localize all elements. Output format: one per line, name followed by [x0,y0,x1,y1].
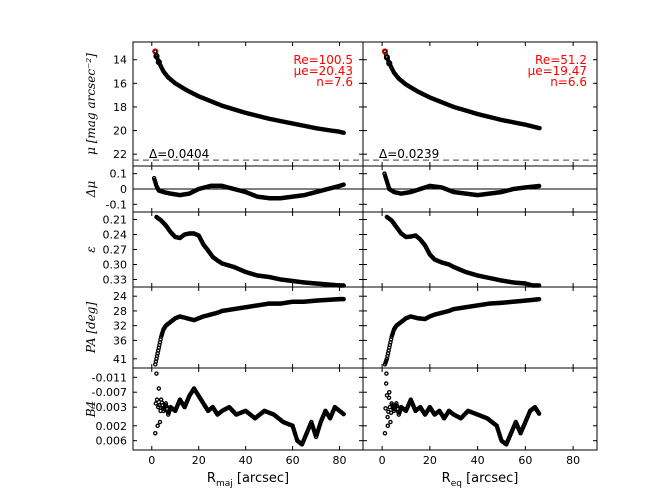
x-axis-label: Req [arcsec] [442,471,519,489]
panel-eps-right [362,211,598,288]
fit-parameter: n=6.6 [550,75,587,89]
panel-dmu-left: -0.1 0 0.1 [106,165,364,213]
x-tick-label: 0 [148,454,155,467]
profile-markers [153,371,346,447]
y-tick-label: 22 [113,148,127,161]
x-tick-label: 20 [192,454,206,467]
panel-frame [362,286,598,369]
x-tick-label: 40 [471,454,485,467]
y-tick-label: 14 [113,54,127,67]
y-tick-label: 0.24 [103,229,128,242]
y-axis-label-eps: ε [84,246,98,252]
y-axis-label-mu: μ [mag arcsec⁻²] [84,53,98,155]
y-tick-label: 0.21 [103,214,128,227]
y-axis-label-dmu: Δμ [84,181,98,199]
fit-parameter: μe=19.47 [528,64,587,78]
y-tick-label: 32 [113,320,127,333]
y-tick-label: 0.33 [103,274,128,287]
y-tick-label: -0.007 [92,386,127,399]
x-tick-label: 0 [379,454,386,467]
rms-delta-label: Δ=0.0239 [379,147,439,161]
panel-mu-right: Re=51.2μe=19.47n=6.6 Δ=0.0239 [362,41,598,167]
profile-markers [382,297,542,367]
inner-point [153,53,160,60]
fit-parameter: Re=100.5 [293,53,353,67]
y-tick-label: 0.002 [96,420,128,433]
profile-markers [153,49,346,135]
y-tick-label: -0.011 [92,371,127,384]
profile-markers [382,371,542,447]
inner-point [383,54,390,61]
y-tick-label: 16 [113,77,127,90]
y-tick-label: 0.1 [110,168,128,181]
inner-point [386,60,393,67]
panel-pa-right [362,286,598,369]
profile-markers [153,296,346,367]
y-axis-label-b4: B4 [84,401,98,418]
rms-delta-label: Δ=0.0404 [149,147,209,161]
profile-markers [154,214,346,288]
profile-markers [151,176,346,201]
panel-frame [132,211,364,288]
x-tick-label: 20 [423,454,437,467]
x-tick-label: 60 [286,454,300,467]
y-tick-label: 28 [113,305,127,318]
y-tick-label: 0.30 [103,259,128,272]
y-tick-label: 36 [113,334,127,347]
x-tick-label: 60 [518,454,532,467]
fit-parameter: n=7.6 [316,75,353,89]
inner-point [155,58,162,66]
panel-frame [362,367,598,451]
x-tick-label: 80 [566,454,580,467]
panel-eps-left: 0.21 0.24 0.27 0.30 0.33 [103,211,364,288]
panel-b4-left: 0.006 0.002 -0.003 -0.007 -0.011 0 20 40 60 80 Rma… [92,367,364,489]
profile-markers [384,214,542,288]
panel-b4-right: 0 20 40 60 80 Req [arcsec] [362,367,598,489]
y-tick-label: 18 [113,101,127,114]
profile-markers [382,171,542,198]
profile-markers [382,49,542,131]
x-tick-label: 80 [333,454,347,467]
inner-point [381,48,389,55]
fit-parameter: μe=20.43 [294,64,353,78]
y-tick-label: 20 [113,125,127,138]
y-tick-label: 0.27 [103,244,128,257]
fit-parameter: Re=51.2 [535,53,587,67]
y-tick-label: 41 [113,353,127,366]
y-tick-label: 0 [120,183,127,196]
x-tick-label: 40 [239,454,253,467]
y-axis-label-pa: PA [deg] [84,302,98,355]
panel-mu-left: 14 16 18 20 22 Re=100.5μe=20.43n=7.6 Δ=0.0404 [113,41,364,167]
panel-frame [132,367,364,451]
y-tick-label: -0.003 [92,401,127,414]
x-axis-label: Rmaj [arcsec] [207,471,289,489]
y-tick-label: -0.1 [106,198,127,211]
y-tick-label: 0.006 [96,435,128,448]
panel-dmu-right [362,165,598,213]
y-tick-label: 24 [113,290,127,303]
